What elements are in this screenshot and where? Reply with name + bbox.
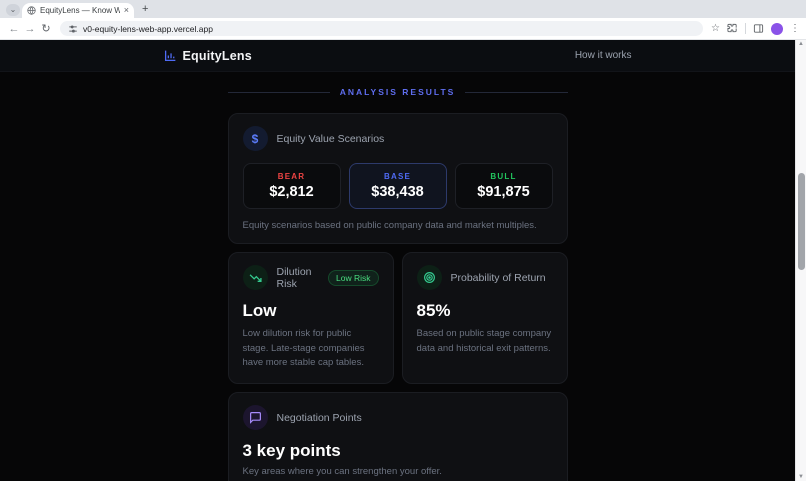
scrollbar-thumb[interactable]: [798, 173, 805, 270]
dilution-caption: Low dilution risk for public stage. Late…: [242, 328, 365, 369]
browser-toolbar: ← → ↻ v0-equity-lens-web-app.vercel.app …: [0, 18, 806, 40]
brand-name: EquityLens: [182, 48, 252, 63]
scenario-value: $2,812: [269, 184, 314, 200]
back-icon[interactable]: ←: [8, 22, 20, 35]
side-panel-icon[interactable]: [753, 23, 764, 34]
site-info-icon[interactable]: [68, 24, 78, 34]
negotiation-value: 3 key points: [242, 441, 341, 461]
scenario-label: BASE: [383, 172, 412, 181]
bookmark-star-icon[interactable]: ☆: [711, 22, 720, 34]
bar-chart-logo-icon: [164, 50, 175, 62]
scrollbar-down-icon[interactable]: ▼: [798, 474, 804, 480]
tab-close-icon[interactable]: ×: [123, 5, 129, 15]
browser-tab[interactable]: EquityLens — Know What Your ×: [22, 3, 134, 18]
probability-card: Probability of Return 85% Based on publi…: [401, 252, 568, 385]
site-header: EquityLens How it works: [0, 40, 795, 72]
scenario-box-bear[interactable]: BEAR $2,812: [242, 163, 341, 209]
target-icon: [416, 265, 442, 290]
forward-icon[interactable]: →: [24, 22, 36, 35]
url-text: v0-equity-lens-web-app.vercel.app: [83, 23, 213, 34]
low-risk-badge: Low Risk: [328, 269, 379, 286]
scenarios-caption: Equity scenarios based on public company…: [242, 220, 537, 231]
negotiation-caption: Key areas where you can strengthen your …: [242, 466, 442, 478]
toolbar-divider: [745, 23, 746, 34]
browser-menu-icon[interactable]: ⋮: [790, 23, 800, 34]
tab-search-button[interactable]: ⌄: [6, 4, 20, 16]
globe-favicon-icon: [27, 6, 36, 15]
probability-caption: Based on public stage company data and h…: [416, 328, 552, 354]
tab-title: EquityLens — Know What Your: [40, 6, 120, 15]
scenario-label: BEAR: [277, 172, 306, 181]
scenario-box-base[interactable]: BASE $38,438: [348, 163, 447, 209]
profile-avatar[interactable]: [771, 22, 783, 35]
scenario-value: $38,438: [371, 184, 424, 200]
dollar-icon: $: [242, 126, 268, 151]
probability-value: 85%: [416, 301, 451, 320]
webpage: EquityLens How it works ANALYSIS RESULTS…: [0, 40, 795, 481]
scrollbar-up-icon[interactable]: ▲: [798, 41, 804, 47]
trending-down-icon: [242, 265, 268, 290]
scenario-label: BULL: [490, 172, 517, 181]
scenario-box-bull[interactable]: BULL $91,875: [454, 163, 553, 209]
equity-scenarios-card: $ Equity Value Scenarios BEAR $2,812 BAS…: [227, 113, 568, 244]
dilution-risk-card: Dilution Risk Low Risk Low Low dilution …: [227, 252, 394, 385]
section-label-text: ANALYSIS RESULTS: [339, 87, 456, 97]
extensions-icon[interactable]: [727, 23, 738, 34]
probability-card-title: Probability of Return: [450, 271, 546, 284]
message-square-icon: [242, 405, 268, 431]
dilution-value: Low: [242, 301, 277, 320]
scenarios-card-title: Equity Value Scenarios: [276, 132, 385, 145]
nav-how-it-works[interactable]: How it works: [574, 50, 632, 61]
negotiation-card-title: Negotiation Points: [276, 411, 362, 424]
page-scrollbar[interactable]: ▲ ▼: [795, 40, 806, 481]
reload-icon[interactable]: ↻: [41, 22, 51, 35]
brand[interactable]: EquityLens: [164, 49, 252, 63]
url-bar[interactable]: v0-equity-lens-web-app.vercel.app: [60, 21, 704, 36]
new-tab-button[interactable]: +: [142, 3, 149, 15]
scenario-value: $91,875: [477, 184, 530, 200]
dilution-card-title: Dilution Risk: [276, 265, 312, 290]
tab-strip: ⌄ EquityLens — Know What Your × +: [0, 0, 806, 18]
section-label: ANALYSIS RESULTS: [227, 87, 568, 97]
negotiation-card: Negotiation Points 3 key points Key area…: [227, 392, 568, 481]
